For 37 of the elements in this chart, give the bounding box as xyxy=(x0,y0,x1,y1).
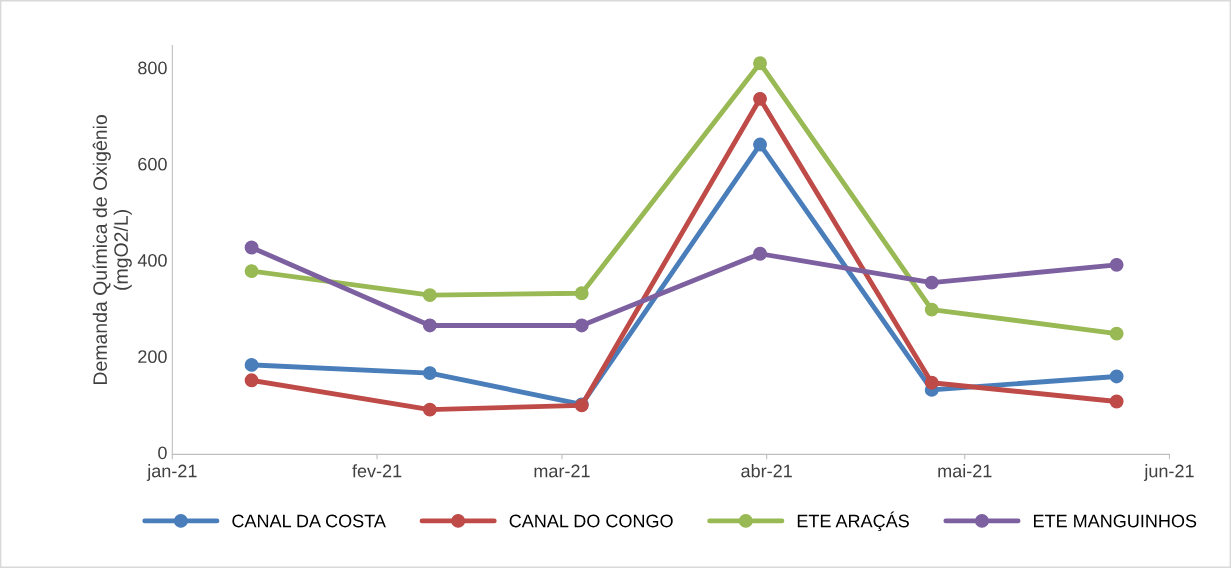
point xyxy=(753,56,767,71)
y-tick-label: 400 xyxy=(137,254,167,267)
point xyxy=(244,240,259,255)
point xyxy=(1109,369,1124,384)
point xyxy=(924,275,939,290)
x-tick-label: mai-21 xyxy=(938,464,992,478)
x-tick-label: fev-21 xyxy=(352,464,402,478)
point xyxy=(422,318,437,333)
point xyxy=(422,402,437,417)
point xyxy=(574,286,589,301)
point xyxy=(753,137,767,152)
x-tick-label: mar-21 xyxy=(534,464,590,478)
legend-label: CANAL DO CONGO xyxy=(509,514,673,528)
y-axis-title: Demanda Química de Oxigênio (mgO2/L) xyxy=(92,115,132,384)
point xyxy=(1109,326,1124,341)
point xyxy=(422,366,437,381)
point xyxy=(574,318,589,333)
y-tick-label: 800 xyxy=(138,61,167,75)
point xyxy=(1109,394,1124,409)
point xyxy=(924,375,939,390)
x-tick-label: abr-21 xyxy=(741,464,792,478)
point xyxy=(753,246,767,261)
point xyxy=(753,91,767,106)
point xyxy=(244,373,259,388)
point xyxy=(1109,257,1124,272)
point xyxy=(244,357,259,372)
legend-label: ETE MANGUINHOS xyxy=(1034,514,1197,528)
y-tick-label: 0 xyxy=(158,446,167,460)
point xyxy=(422,288,437,303)
x-tick-label: jun-21 xyxy=(1143,464,1194,481)
y-tick-label: 600 xyxy=(138,157,167,171)
point xyxy=(924,302,939,317)
point xyxy=(244,264,259,279)
y-tick-label: 200 xyxy=(138,350,167,364)
legend-label: CANAL DA COSTA xyxy=(232,514,386,528)
legend-label: ETE ARAÇÁS xyxy=(797,511,909,532)
x-tick-label: jan-21 xyxy=(146,464,197,481)
